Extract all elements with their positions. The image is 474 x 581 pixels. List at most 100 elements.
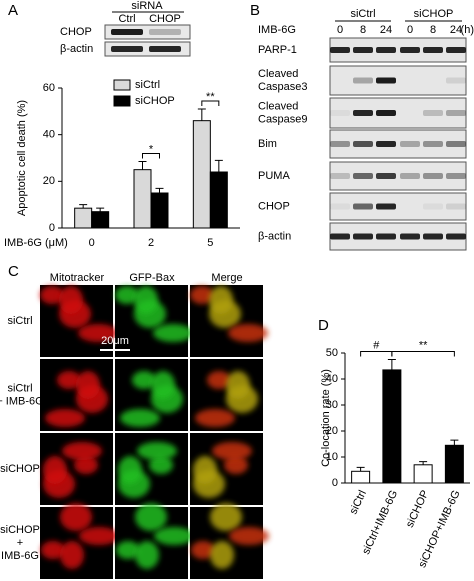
band: [446, 141, 466, 147]
cell: [60, 503, 92, 531]
blot-row-label: Bim: [258, 138, 277, 150]
band: [423, 141, 443, 147]
significance-bracket: [201, 100, 220, 106]
band: [446, 233, 466, 240]
band: [330, 47, 350, 53]
cell: [210, 503, 242, 531]
time-label: 0: [337, 24, 343, 36]
group-label: siCtrl: [350, 8, 375, 20]
cell: [210, 541, 234, 569]
blot-box: [104, 24, 191, 40]
significance-label: **: [206, 91, 215, 103]
x-tick-label: 0: [89, 237, 95, 249]
significance-label: #: [373, 339, 380, 351]
band: [330, 233, 350, 240]
x-axis-label: IMB-6G (μM): [4, 237, 68, 249]
significance-bracket: [360, 351, 393, 357]
time-label: 24: [450, 24, 462, 36]
lane-label: CHOP: [149, 13, 181, 25]
cell: [195, 409, 235, 427]
y-tick-label: 20: [43, 175, 55, 187]
cell: [40, 286, 64, 304]
blot-row-label: CHOP: [60, 26, 92, 38]
time-label: 8: [360, 24, 366, 36]
cell: [212, 442, 252, 460]
panel-label: C: [8, 263, 19, 280]
cell: [59, 286, 83, 314]
y-tick-label: 20: [326, 425, 338, 437]
y-tick-label: 50: [326, 347, 338, 359]
bar: [150, 192, 169, 229]
blot-row-label: PUMA: [258, 170, 290, 182]
y-axis-label: Co-location rate (%): [320, 369, 332, 467]
band: [353, 233, 373, 240]
cell: [76, 371, 100, 399]
blot-row-label: CHOP: [258, 200, 290, 212]
error-bar: [419, 461, 428, 465]
cell: [41, 541, 65, 559]
blot-row-label: Cleaved Caspase9: [258, 100, 308, 125]
band: [423, 47, 443, 53]
error-bar: [96, 207, 105, 212]
row-label: siCtrl: [7, 315, 32, 327]
y-tick-label: 60: [43, 82, 55, 94]
cell: [57, 371, 81, 389]
bar: [413, 464, 433, 484]
row-label: siCHOP + IMB-6G: [0, 524, 40, 562]
row-label-line: siCtrl: [7, 315, 32, 327]
cell: [62, 442, 102, 460]
bar: [351, 470, 371, 484]
band: [400, 141, 420, 147]
band: [353, 141, 373, 147]
cell: [226, 371, 250, 399]
lane-label: Ctrl: [118, 13, 135, 25]
band: [353, 173, 373, 179]
significance-bracket: [142, 153, 160, 159]
legend-swatch: [113, 95, 131, 107]
error-bar: [155, 187, 164, 193]
x-tick-label: siCHOP: [404, 488, 432, 529]
band: [353, 110, 373, 116]
cell: [207, 371, 231, 389]
bar: [382, 369, 402, 484]
x-tick-label: 2: [148, 237, 154, 249]
blot-box: [329, 37, 467, 63]
cell: [116, 541, 140, 559]
time-label: 24: [380, 24, 392, 36]
legend-swatch: [113, 79, 131, 91]
cell: [115, 286, 139, 304]
cell: [45, 409, 85, 427]
cell: [74, 456, 98, 474]
band: [353, 47, 373, 53]
error-bar: [79, 204, 88, 209]
cell: [43, 456, 67, 484]
blot-row-label-line: Caspase3: [258, 81, 308, 93]
band: [446, 173, 466, 179]
band: [376, 110, 396, 116]
blot-row-label: β-actin: [60, 43, 93, 55]
cell: [132, 371, 156, 389]
group-label: siCHOP: [414, 8, 454, 20]
band: [446, 47, 466, 53]
error-bar: [450, 439, 459, 446]
band: [149, 29, 181, 35]
cell: [154, 527, 194, 545]
cell: [118, 456, 142, 484]
panel-label: D: [318, 317, 329, 334]
band: [446, 110, 466, 116]
band: [376, 77, 396, 84]
row-label-line: siCHOP: [0, 524, 40, 536]
row-label: siCHOP: [0, 463, 40, 475]
x-tick-label: 5: [207, 237, 213, 249]
band: [353, 203, 373, 210]
cell: [120, 409, 160, 427]
cell: [79, 527, 119, 545]
blot-row-label-line: β-actin: [258, 230, 291, 242]
y-tick-label: 40: [326, 373, 338, 385]
column-header: Mitotracker: [50, 272, 105, 284]
band: [446, 203, 466, 210]
cell: [190, 286, 214, 304]
band: [400, 47, 420, 53]
blot-row-label: Cleaved Caspase3: [258, 68, 308, 93]
